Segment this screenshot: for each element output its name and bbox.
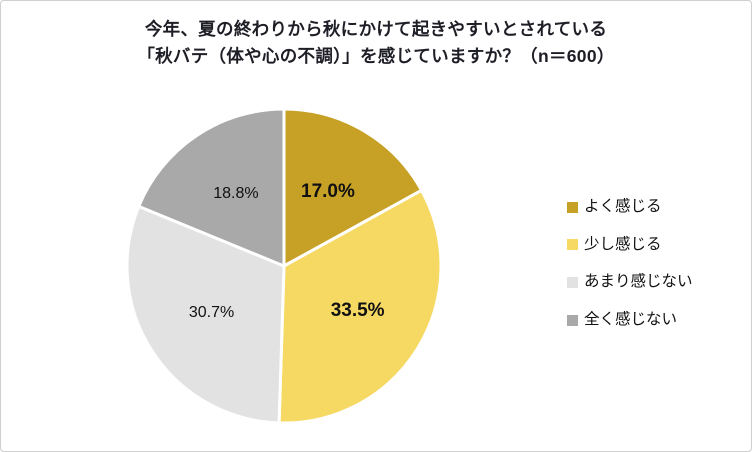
legend-item-2: あまり感じない — [567, 273, 693, 292]
pie-slice-0 — [282, 107, 424, 268]
legend-label: 少し感じる — [584, 235, 662, 253]
pie-value-label-2: 30.7% — [188, 303, 235, 321]
pie-value-label-3: 18.8% — [213, 185, 259, 203]
legend-swatch-icon — [567, 239, 578, 251]
chart-title: 今年、夏の終わりから秋にかけて起きやすいとされている 「秋バテ（体や心の不調）」… — [1, 16, 751, 70]
pie-slice-2 — [125, 204, 286, 425]
chart-title-line-1: 今年、夏の終わりから秋にかけて起きやすいとされている — [144, 19, 608, 39]
legend-item-3: 全く感じない — [567, 311, 693, 330]
legend: よく感じる少し感じるあまり感じない 全く感じない — [567, 198, 693, 348]
legend-label: 全く感じない — [584, 310, 678, 328]
pie-value-label-1: 33.5% — [330, 300, 385, 322]
chart-title-line-2: 「秋バテ（体や心の不調）」を感じていますか？（n＝600） — [137, 46, 615, 67]
legend-swatch-icon — [567, 276, 578, 288]
legend-label: あまり感じない — [584, 273, 693, 291]
legend-item-0: よく感じる — [567, 198, 693, 217]
legend-item-1: 少し感じる — [567, 236, 693, 255]
legend-swatch-icon — [567, 201, 578, 213]
pie-chart — [125, 107, 443, 425]
legend-label: よく感じる — [584, 198, 662, 215]
pie-slice-3 — [137, 107, 286, 268]
pie-slice-1 — [277, 188, 443, 425]
pie-value-label-0: 17.0% — [301, 180, 355, 202]
legend-swatch-icon — [567, 314, 578, 326]
